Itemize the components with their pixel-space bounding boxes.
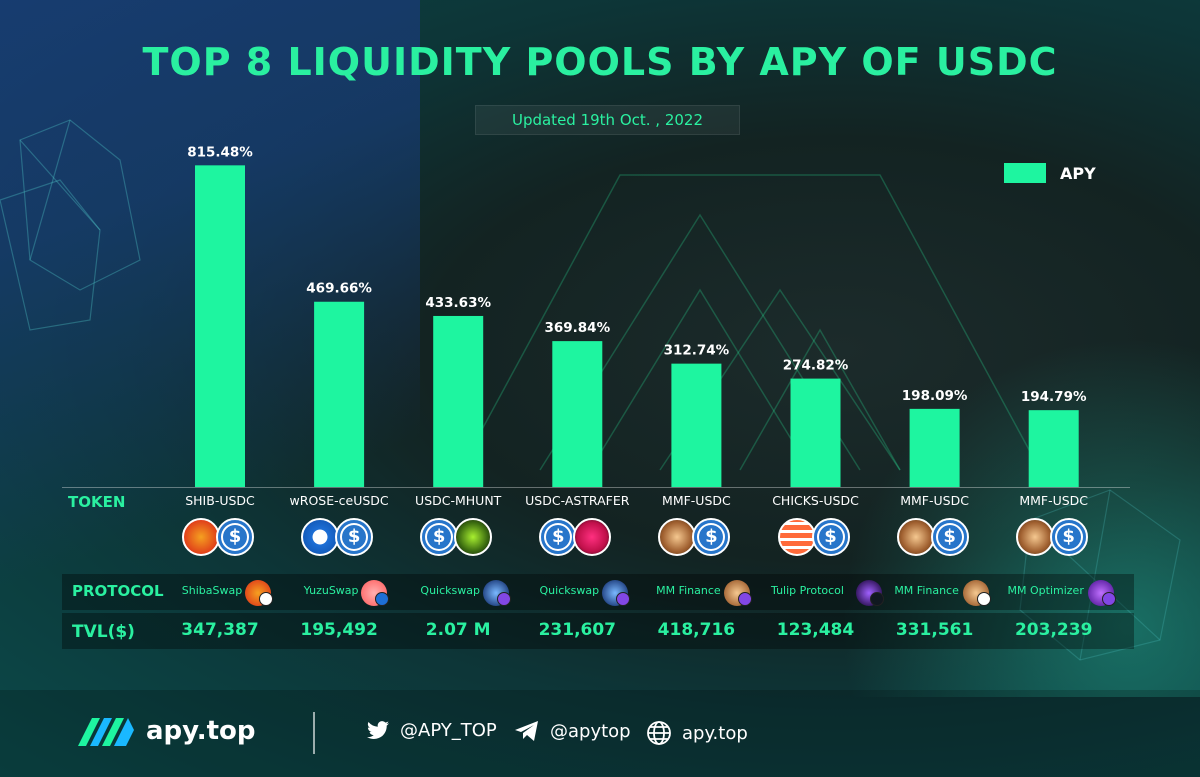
usdc-icon <box>811 518 850 556</box>
telegram-handle[interactable]: @apytop <box>514 720 631 742</box>
token-pair-name: CHICKS-USDC <box>772 493 859 508</box>
token-pair-name: SHIB-USDC <box>185 493 255 508</box>
usdc-icon <box>335 518 374 556</box>
page-title: TOP 8 LIQUIDITY POOLS BY APY OF USDC <box>142 40 1058 84</box>
apy-bar-chart: 815.48% 469.66% 433.63% 369.84% 312.74% 274.8… <box>187 144 1087 487</box>
token-pair-icons <box>180 518 260 558</box>
polygon-icon <box>1102 592 1117 606</box>
telegram-handle-text: @apytop <box>550 720 631 742</box>
bar-7 <box>909 408 960 487</box>
token-pair-icons <box>776 518 856 558</box>
token-pair-name: USDC-ASTRAFER <box>525 493 630 508</box>
twitter-icon <box>367 720 389 739</box>
protocol-strip <box>62 574 1134 610</box>
background-gradient-right <box>840 337 1200 697</box>
token-pair-icons <box>1014 518 1094 558</box>
chart-legend: APY <box>1004 163 1096 183</box>
oasis-chain-icon <box>374 592 389 606</box>
mmf-icon <box>658 518 697 556</box>
bar-1 <box>195 165 245 487</box>
brand: apy.top <box>76 714 256 748</box>
updated-date: Updated 19th Oct. , 2022 <box>475 105 740 135</box>
tvl-strip <box>62 613 1134 649</box>
usdc-icon <box>539 518 578 556</box>
token-pair-name: MMF-USDC <box>662 493 731 508</box>
website-link-text: apy.top <box>682 722 748 744</box>
protocol-name: MM Optimizer <box>1007 584 1084 597</box>
polygon-icon <box>738 592 753 606</box>
website-link[interactable]: apy.top <box>646 720 748 746</box>
ethereum-icon <box>258 592 273 606</box>
usdc-icon <box>930 518 969 556</box>
token-pair-name: MMF-USDC <box>1019 493 1089 508</box>
token-row-label: TOKEN <box>68 493 126 511</box>
bar-value-label-2: 469.66% <box>306 281 372 297</box>
polygon-icon <box>616 592 631 606</box>
telegram-icon <box>515 721 538 741</box>
bar-value-label-6: 274.82% <box>783 358 849 374</box>
bar-6 <box>790 378 841 487</box>
token-pair-icons <box>895 518 975 558</box>
protocol-name: ShibaSwap <box>181 584 243 597</box>
protocol-row-label: PROTOCOL <box>72 582 164 600</box>
bar-value-label-3: 433.63% <box>425 295 491 311</box>
token-pair-icons <box>299 518 379 558</box>
cronos-icon <box>976 592 991 606</box>
legend-label: APY <box>1060 163 1096 183</box>
bar-value-label-4: 369.84% <box>544 320 610 336</box>
token-pair-name: USDC-MHUNT <box>415 493 502 508</box>
tvl-value: 418,716 <box>657 620 736 640</box>
bar-value-label-7: 198.09% <box>902 388 968 404</box>
token-pair-name: MMF-USDC <box>900 493 969 508</box>
token-pair-icons <box>537 518 617 558</box>
oasis-rose-icon <box>301 518 340 556</box>
protocol-name: YuzuSwap <box>303 584 359 597</box>
usdc-icon <box>216 518 254 556</box>
token-pair-icons <box>656 518 736 558</box>
footer-divider <box>313 712 315 754</box>
twitter-handle-text: @APY_TOP <box>400 720 497 741</box>
tvl-row-label: TVL($) <box>72 622 135 642</box>
bar-5 <box>671 363 722 487</box>
chicks-icon <box>777 518 816 556</box>
footer <box>0 690 1200 777</box>
tvl-value: 347,387 <box>181 620 259 640</box>
apy-top-logo-icon <box>78 718 134 746</box>
tvl-value: 203,239 <box>1014 620 1093 640</box>
bar-8 <box>1028 410 1079 487</box>
usdc-icon <box>420 518 459 556</box>
bar-4 <box>552 341 603 487</box>
polygon-icon <box>497 592 511 606</box>
tvl-value: 123,484 <box>776 620 855 640</box>
mmf-icon <box>1015 518 1054 556</box>
bar-2 <box>314 301 365 487</box>
tvl-value: 331,561 <box>895 620 974 640</box>
mhunt-icon <box>454 518 493 556</box>
x-axis-line <box>62 487 1130 488</box>
protocol-name: Quickswap <box>539 584 600 597</box>
brand-name: apy.top <box>146 716 256 746</box>
astrafer-icon <box>573 518 612 556</box>
shib-icon <box>182 518 220 556</box>
bar-3 <box>433 315 484 487</box>
mmf-icon <box>896 518 935 556</box>
protocol-name: MM Finance <box>656 584 721 597</box>
bar-value-label-1: 815.48% <box>187 144 253 160</box>
protocol-name: Quickswap <box>420 584 480 597</box>
globe-icon <box>647 721 671 745</box>
tvl-value: 2.07 M <box>425 620 491 640</box>
tvl-value: 195,492 <box>300 620 378 640</box>
tvl-value: 231,607 <box>538 620 617 640</box>
token-pair-name: wROSE-ceUSDC <box>289 493 389 508</box>
protocol-name: MM Finance <box>894 584 959 597</box>
twitter-handle[interactable]: @APY_TOP <box>366 720 497 741</box>
usdc-icon <box>692 518 731 556</box>
protocol-name: Tulip Protocol <box>771 584 844 597</box>
legend-swatch <box>1004 163 1046 183</box>
bar-value-label-8: 194.79% <box>1021 389 1087 405</box>
solana-icon <box>870 592 885 606</box>
token-pair-icons <box>418 518 498 558</box>
usdc-icon <box>1049 518 1088 556</box>
bar-value-label-5: 312.74% <box>664 343 730 359</box>
